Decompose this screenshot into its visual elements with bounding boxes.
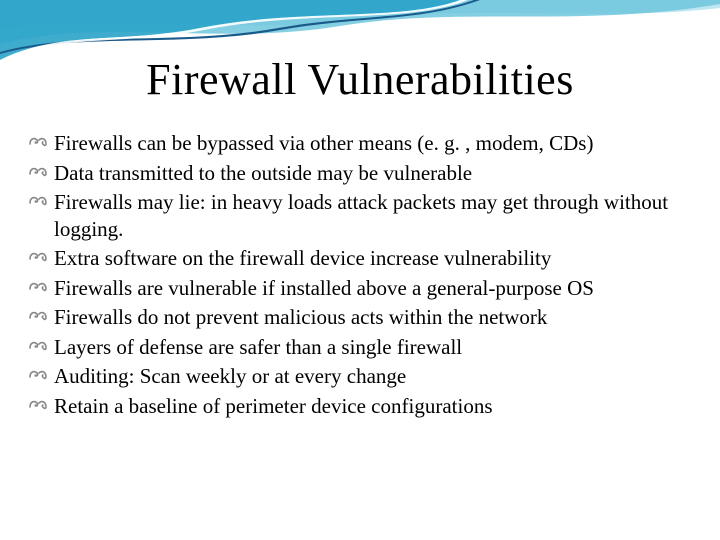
list-item: Retain a baseline of perimeter device co… [28, 393, 692, 421]
bullet-text: Auditing: Scan weekly or at every change [54, 363, 406, 390]
list-item: Data transmitted to the outside may be v… [28, 160, 692, 188]
bullet-icon [28, 191, 48, 217]
bullet-icon [28, 306, 48, 332]
bullet-list: Firewalls can be bypassed via other mean… [28, 130, 692, 423]
bullet-icon [28, 132, 48, 158]
list-item: Firewalls can be bypassed via other mean… [28, 130, 692, 158]
bullet-text: Firewalls may lie: in heavy loads attack… [54, 189, 692, 243]
slide-container: Firewall Vulnerabilities Firewalls can b… [0, 0, 720, 540]
bullet-icon [28, 162, 48, 188]
bullet-text: Extra software on the firewall device in… [54, 245, 551, 272]
bullet-text: Layers of defense are safer than a singl… [54, 334, 462, 361]
bullet-icon [28, 277, 48, 303]
list-item: Layers of defense are safer than a singl… [28, 334, 692, 362]
bullet-icon [28, 247, 48, 273]
bullet-text: Firewalls are vulnerable if installed ab… [54, 275, 594, 302]
bullet-text: Firewalls do not prevent malicious acts … [54, 304, 547, 331]
list-item: Firewalls are vulnerable if installed ab… [28, 275, 692, 303]
list-item: Firewalls may lie: in heavy loads attack… [28, 189, 692, 243]
list-item: Auditing: Scan weekly or at every change [28, 363, 692, 391]
slide-title: Firewall Vulnerabilities [0, 54, 720, 105]
bullet-icon [28, 365, 48, 391]
bullet-icon [28, 395, 48, 421]
bullet-text: Data transmitted to the outside may be v… [54, 160, 472, 187]
bullet-icon [28, 336, 48, 362]
bullet-text: Retain a baseline of perimeter device co… [54, 393, 493, 420]
bullet-text: Firewalls can be bypassed via other mean… [54, 130, 593, 157]
list-item: Firewalls do not prevent malicious acts … [28, 304, 692, 332]
list-item: Extra software on the firewall device in… [28, 245, 692, 273]
